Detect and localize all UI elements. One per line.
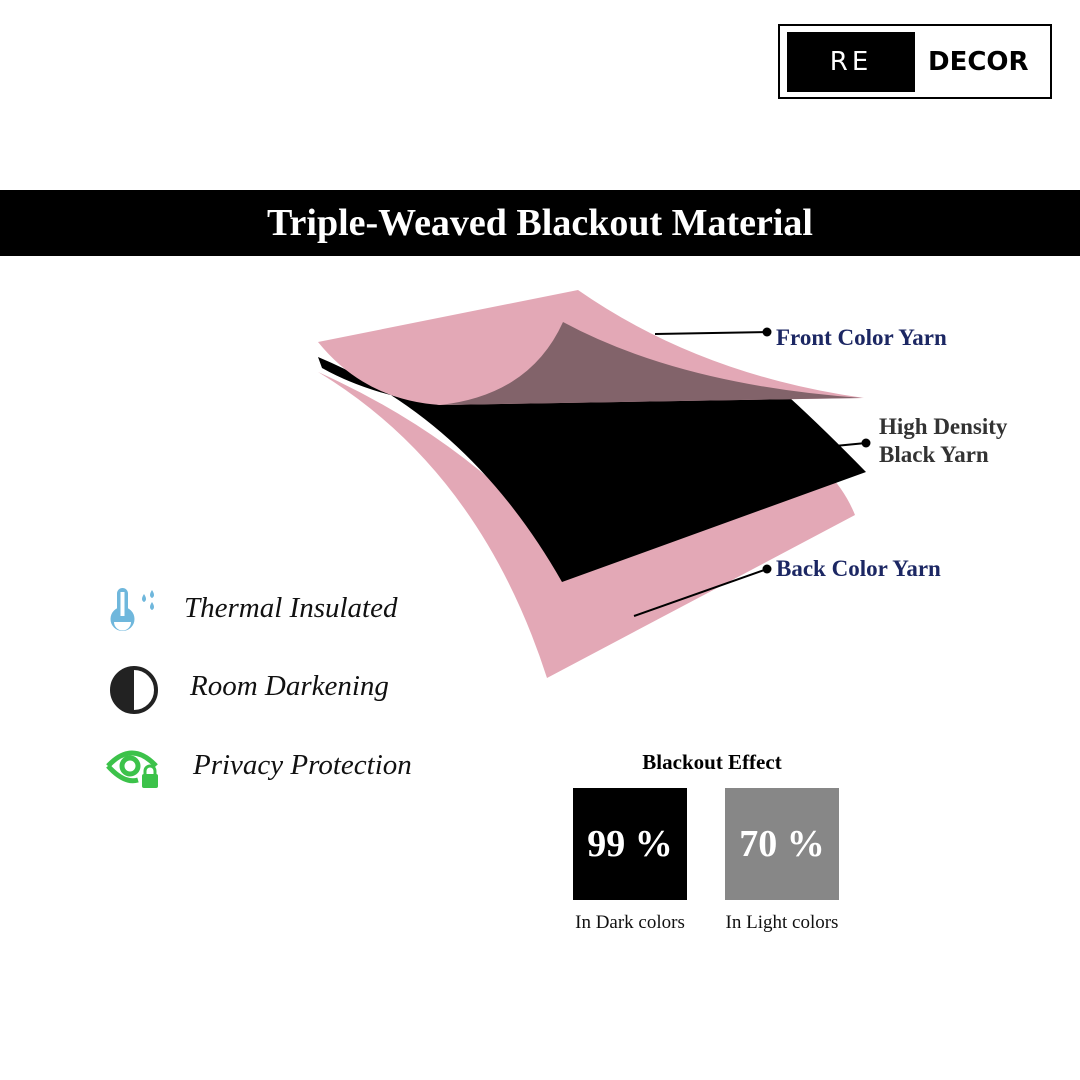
back-layer-label: Back Color Yarn (776, 556, 941, 581)
back-layer (318, 372, 855, 678)
logo-re: RE (787, 32, 915, 92)
middle-layer-label-2: Black Yarn (879, 442, 989, 467)
feature-privacy-label: Privacy Protection (193, 749, 412, 781)
dark-colors-blackout-value: 99 % (573, 788, 687, 900)
back-leader-dot (762, 564, 772, 574)
middle-leader-line (834, 442, 867, 447)
logo-decor: DECOR (928, 47, 1029, 77)
light-colors-caption: In Light colors (725, 912, 839, 933)
front-leader-dot (762, 327, 772, 337)
feature-darkening-label: Room Darkening (190, 670, 389, 702)
feature-thermal-label: Thermal Insulated (184, 592, 398, 624)
half-circle-contrast-icon (110, 666, 158, 714)
page-title: Triple-Weaved Blackout Material (0, 190, 1080, 256)
black-layer (318, 357, 866, 582)
front-leader-line (654, 331, 768, 335)
middle-layer-label-1: High Density (879, 414, 1008, 439)
front-layer-label: Front Color Yarn (776, 325, 947, 350)
thermometer-drops-icon (110, 588, 154, 631)
middle-leader-dot (861, 438, 871, 448)
light-colors-blackout-value: 70 % (725, 788, 839, 900)
dark-colors-caption: In Dark colors (575, 912, 685, 933)
back-leader-line (633, 568, 768, 617)
front-layer-fold (440, 322, 862, 405)
brand-logo: RE DECOR (778, 24, 1052, 99)
blackout-effect-title: Blackout Effect (642, 750, 782, 774)
eye-lock-icon (106, 750, 158, 788)
